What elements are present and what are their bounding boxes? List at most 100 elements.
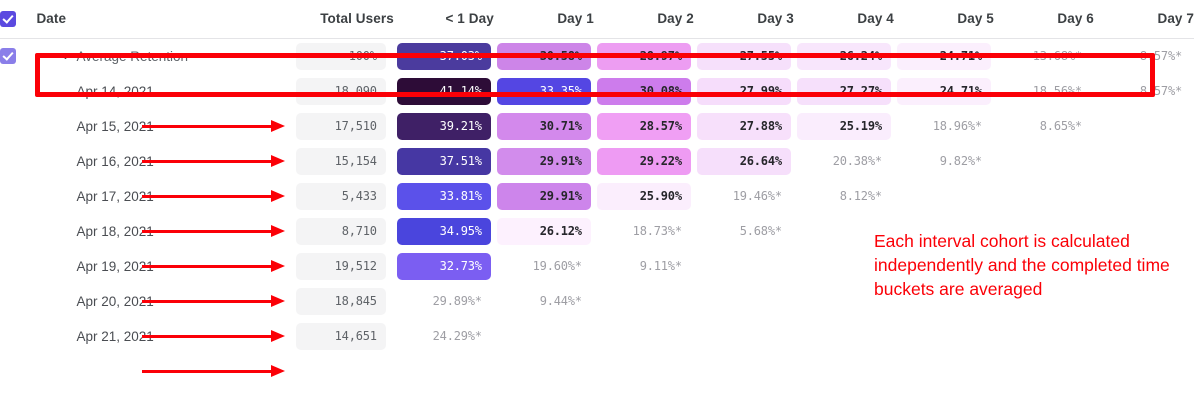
column-header-day-5[interactable]: Day 5 — [893, 0, 994, 39]
retention-cell[interactable]: 30.08% — [594, 74, 694, 109]
retention-cell[interactable]: 8.12%* — [794, 179, 894, 214]
column-header-total-users[interactable]: Total Users — [289, 0, 394, 39]
retention-cell[interactable]: 37.51% — [394, 144, 494, 179]
column-header-day-1[interactable]: Day 1 — [493, 0, 594, 39]
retention-cell[interactable]: 26.64% — [694, 144, 794, 179]
column-header-day-3[interactable]: Day 3 — [693, 0, 794, 39]
retention-value: 26.24% — [796, 42, 891, 70]
retention-cell[interactable]: 30.71% — [494, 109, 594, 144]
retention-cell[interactable]: 8.65%* — [994, 109, 1094, 144]
column-header-less-than-1-day[interactable]: < 1 Day — [393, 0, 494, 39]
retention-cell[interactable]: 28.97% — [594, 38, 694, 74]
retention-value-estimated: 18.73%* — [632, 224, 682, 238]
retention-cell[interactable]: 26.12% — [494, 214, 594, 249]
retention-cell[interactable]: 28.57% — [594, 109, 694, 144]
total-users-cell: 18,090 — [290, 74, 394, 109]
retention-cell[interactable]: 34.95% — [394, 214, 494, 249]
date-cell: ⌄ Average Retention — [36, 38, 289, 74]
retention-value: 27.27% — [796, 77, 891, 105]
retention-value-estimated: 19.60%* — [532, 259, 582, 273]
retention-value: 37.51% — [396, 147, 491, 175]
retention-cell[interactable]: 32.73% — [394, 249, 494, 284]
retention-value: 41.14% — [396, 77, 491, 105]
retention-cell[interactable]: 33.81% — [394, 179, 494, 214]
column-header-day-4[interactable]: Day 4 — [793, 0, 894, 39]
retention-cell[interactable]: 19.60%* — [494, 249, 594, 284]
retention-cell[interactable]: 8.57%* — [1094, 74, 1194, 109]
retention-cell[interactable]: 30.58% — [494, 38, 594, 74]
retention-cell[interactable]: 29.89%* — [394, 284, 494, 319]
total-users-value: 17,510 — [295, 112, 386, 140]
annotation-arrow-icon — [142, 365, 285, 377]
retention-cell[interactable]: 29.91% — [494, 179, 594, 214]
retention-value: 25.90% — [596, 182, 691, 210]
date-cell: ⌄Apr 16, 2021 — [36, 144, 289, 179]
row-select-cell[interactable] — [0, 38, 36, 74]
retention-cell[interactable]: 39.21% — [394, 109, 494, 144]
column-header-date[interactable]: Date — [36, 0, 290, 39]
retention-cell[interactable]: 8.57%* — [1094, 38, 1194, 74]
retention-cell[interactable]: 9.44%* — [494, 284, 594, 319]
retention-value: 27.99% — [696, 77, 791, 105]
retention-cell[interactable]: 29.22% — [594, 144, 694, 179]
table-row[interactable]: ⌄Apr 14, 202118,09041.14%33.35%30.08%27.… — [0, 74, 1194, 109]
retention-cell[interactable]: 9.11%* — [594, 249, 694, 284]
total-users-cell: 8,710 — [290, 214, 394, 249]
retention-cell[interactable]: 37.03% — [394, 38, 494, 74]
summary-row[interactable]: ⌄ Average Retention 100% 37.03% 30.58% 28.97%… — [0, 38, 1194, 74]
retention-cell[interactable]: 9.82%* — [894, 144, 994, 179]
retention-cell[interactable]: 25.90% — [594, 179, 694, 214]
cohort-date-label: Apr 16, 2021 — [76, 153, 154, 169]
retention-cell[interactable]: 20.38%* — [794, 144, 894, 179]
retention-cell[interactable]: 33.35% — [494, 74, 594, 109]
checkbox-checked-icon[interactable] — [0, 48, 16, 65]
retention-value: 39.21% — [396, 112, 491, 140]
retention-cell[interactable]: 24.71% — [894, 74, 994, 109]
chevron-down-icon[interactable]: ⌄ — [60, 49, 71, 62]
retention-value — [797, 323, 891, 350]
checkbox-checked-icon[interactable] — [0, 10, 16, 27]
retention-cell — [694, 284, 794, 319]
date-cell: ⌄Apr 20, 2021 — [36, 284, 289, 319]
retention-cell[interactable]: 24.29%* — [394, 319, 494, 354]
retention-cell[interactable]: 27.55% — [694, 38, 794, 74]
retention-cell[interactable]: 26.24% — [794, 38, 894, 74]
column-header-day-2[interactable]: Day 2 — [593, 0, 694, 39]
date-cell: ⌄Apr 19, 2021 — [36, 249, 289, 284]
column-header-day-6[interactable]: Day 6 — [993, 0, 1094, 39]
retention-value — [1097, 148, 1191, 175]
retention-cell[interactable]: 29.91% — [494, 144, 594, 179]
date-cell: ⌄Apr 17, 2021 — [36, 179, 289, 214]
retention-value: 30.58% — [496, 42, 591, 70]
retention-cell[interactable]: 41.14% — [394, 74, 494, 109]
retention-cell[interactable]: 27.99% — [694, 74, 794, 109]
retention-value: 34.95% — [396, 217, 491, 245]
retention-value: 27.88% — [696, 112, 791, 140]
retention-value: 28.97% — [596, 42, 691, 70]
retention-value: 29.91% — [496, 147, 591, 175]
retention-cell[interactable]: 13.68%* — [994, 38, 1094, 74]
retention-cell[interactable]: 19.46%* — [694, 179, 794, 214]
retention-cell — [1094, 319, 1194, 354]
total-users-value: 5,433 — [295, 182, 386, 210]
retention-cell[interactable]: 18.56%* — [994, 74, 1094, 109]
retention-cell[interactable]: 25.19% — [794, 109, 894, 144]
column-header-day-7[interactable]: Day 7 — [1093, 0, 1194, 39]
retention-cell[interactable]: 18.73%* — [594, 214, 694, 249]
retention-cell[interactable]: 27.88% — [694, 109, 794, 144]
retention-cell[interactable]: 27.27% — [794, 74, 894, 109]
cohort-date-label: Apr 18, 2021 — [76, 223, 154, 239]
row-select-cell — [0, 214, 36, 249]
retention-cell[interactable]: 5.68%* — [694, 214, 794, 249]
retention-cell[interactable]: 24.71% — [894, 38, 994, 74]
retention-value: 24.71% — [896, 42, 991, 70]
retention-cell[interactable]: 18.96%* — [894, 109, 994, 144]
table-header: Date Total Users < 1 Day Day 1 Day 2 Day… — [0, 0, 1194, 39]
